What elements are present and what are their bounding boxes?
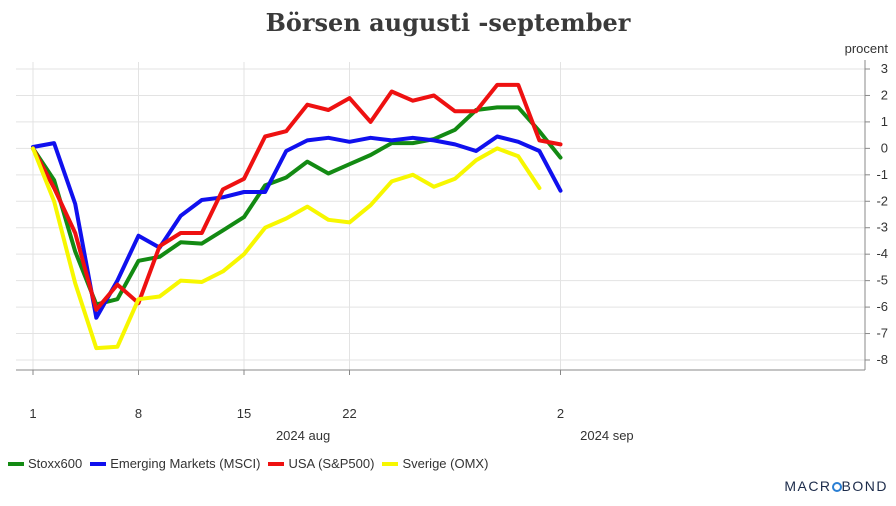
- legend-swatch: [8, 461, 24, 466]
- period-label: 2024 sep: [580, 428, 634, 443]
- series-line: [31, 146, 542, 351]
- x-tick-label: 2: [557, 406, 564, 421]
- axes: [16, 60, 870, 375]
- y-tick-label: 2: [881, 87, 888, 102]
- y-tick-label: -3: [876, 220, 888, 235]
- logo-circle-icon: [831, 482, 842, 492]
- x-tick-label: 15: [237, 406, 251, 421]
- period-label: 2024 aug: [276, 428, 330, 443]
- y-tick-label: -2: [876, 193, 888, 208]
- legend-label: Sverige (OMX): [402, 456, 489, 471]
- legend-swatch: [90, 461, 107, 466]
- series-line: [31, 134, 563, 320]
- grid-lines: [16, 62, 865, 370]
- legend-label: USA (S&P500): [288, 456, 375, 471]
- legend-label: Emerging Markets (MSCI): [110, 456, 261, 471]
- legend-label: Stoxx600: [28, 456, 83, 471]
- y-tick-label: -4: [876, 246, 888, 261]
- y-tick-label: 1: [881, 114, 888, 129]
- series-lines: [31, 82, 563, 351]
- series-line: [31, 105, 563, 307]
- y-tick-label: -7: [876, 326, 888, 341]
- legend-item: Stoxx600: [8, 456, 82, 471]
- x-tick-label: 8: [135, 406, 142, 421]
- y-tick-label: -5: [876, 273, 888, 288]
- legend-swatch: [382, 461, 399, 466]
- legend-item: Emerging Markets (MSCI): [90, 456, 260, 471]
- y-tick-label: -8: [876, 352, 888, 367]
- y-tick-label: -6: [876, 299, 888, 314]
- x-tick-label: 1: [29, 406, 36, 421]
- y-tick-label: 0: [881, 140, 888, 155]
- series-line: [31, 82, 563, 312]
- legend: Stoxx600 Emerging Markets (MSCI) USA (S&P5…: [8, 456, 496, 471]
- y-tick-label: 3: [881, 61, 888, 76]
- y-tick-label: -1: [876, 167, 888, 182]
- legend-item: USA (S&P500): [268, 456, 374, 471]
- legend-item: Sverige (OMX): [382, 456, 488, 471]
- macrobond-logo: MACR BOND: [784, 478, 888, 494]
- legend-swatch: [268, 461, 285, 466]
- y-axis-label: procent: [845, 41, 889, 56]
- chart-title: Börsen augusti -september: [265, 8, 631, 37]
- x-tick-label: 22: [342, 406, 356, 421]
